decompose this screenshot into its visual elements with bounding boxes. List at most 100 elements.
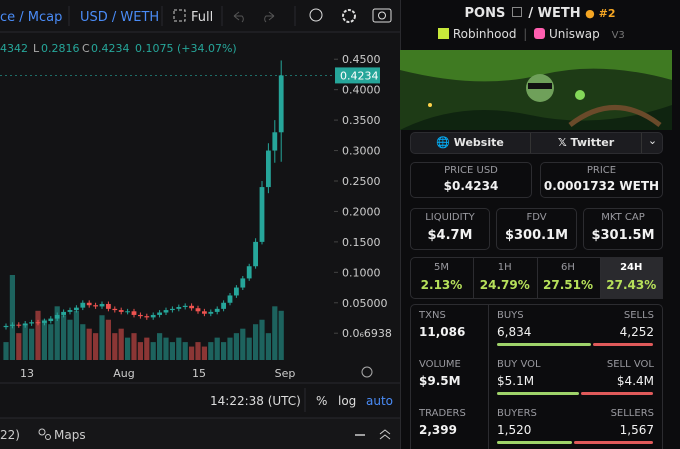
change-tab[interactable]: [473, 257, 536, 299]
volume-bar: [195, 342, 201, 360]
price-card: [540, 162, 663, 198]
sell-bar: [573, 441, 653, 444]
glasses: [528, 83, 552, 89]
candle-body: [157, 312, 162, 315]
copy-icon[interactable]: [511, 7, 522, 17]
chart: ce / Mcap USD / WETH Full 4342 L 0.2816 …: [0, 6, 400, 442]
camera-icon[interactable]: [372, 8, 392, 23]
scale-settings-icon[interactable]: [361, 366, 373, 378]
chain-row: Robinhood | Uniswap V3: [438, 27, 625, 41]
change-value: 27.43%: [606, 278, 657, 292]
divider: |: [523, 27, 528, 41]
metric-value: $301.5M: [591, 228, 655, 243]
dex-name: Uniswap: [548, 27, 600, 41]
metric-card: [410, 208, 490, 250]
price-tag: [335, 67, 380, 84]
y-tick-label: 0.0₆6938: [342, 327, 392, 340]
candle-body: [138, 314, 143, 317]
metric-value: $300.1M: [504, 228, 569, 243]
stat-label: VOLUME: [419, 359, 461, 370]
volume-bar: [67, 319, 73, 360]
chart-panel: [0, 0, 400, 449]
website-button[interactable]: 🌐 Website: [436, 136, 504, 149]
sell-label: SELLERS: [610, 408, 654, 419]
chain-name: Robinhood: [452, 27, 517, 41]
clock: 14:22:38 (UTC): [210, 394, 301, 408]
expand-button[interactable]: [379, 429, 391, 440]
ohlc-open: 4342: [0, 42, 28, 55]
candle-body: [99, 303, 105, 307]
sell-value: $4.4M: [616, 374, 654, 388]
candle-body: [246, 266, 252, 279]
full-icon[interactable]: [173, 9, 186, 22]
redo-icon[interactable]: [264, 11, 275, 23]
change-tab[interactable]: [599, 257, 663, 299]
volume-bar: [73, 310, 79, 360]
metric-toggle[interactable]: ce / Mcap: [0, 10, 62, 25]
candle-body: [54, 314, 60, 319]
volume-bar: [253, 324, 259, 360]
y-tick-label: 0.4000: [342, 84, 381, 97]
metric-card: [583, 208, 663, 250]
twitter-button[interactable]: 𝕏 Twitter: [557, 136, 615, 149]
maps-tab[interactable]: Maps: [54, 428, 86, 442]
y-tick-label: 0.2500: [342, 175, 381, 188]
percent-toggle[interactable]: %: [316, 394, 327, 408]
volume-bar: [272, 306, 278, 360]
maps-icon: [45, 434, 51, 440]
maps-icon: [38, 428, 46, 436]
sell-bar: [593, 343, 653, 346]
buy-value: 6,834: [497, 325, 532, 339]
y-tick-label: 0.2000: [342, 205, 381, 218]
volume-bar: [144, 337, 150, 360]
y-tick-label: 0.05000: [342, 297, 388, 310]
bridge: [568, 105, 662, 127]
candle-body: [214, 308, 220, 312]
change-tab[interactable]: [536, 257, 600, 299]
y-tick-label: 0.1500: [342, 236, 381, 249]
candle-body: [150, 314, 156, 318]
ohlc-close: 0.4234: [91, 42, 130, 55]
volume-bar: [61, 315, 67, 360]
foliage: [400, 50, 672, 82]
volume-bar: [54, 306, 60, 360]
token-symbol: PONS: [464, 6, 506, 21]
volume-bar: [125, 337, 131, 360]
ohlc-key: L: [33, 42, 40, 55]
buy-label: BUYS: [497, 310, 524, 321]
indicator-icon[interactable]: [309, 8, 323, 22]
candle-body: [208, 311, 214, 314]
full-button[interactable]: Full: [191, 10, 213, 25]
candle-body: [234, 287, 239, 296]
candle-body: [253, 241, 258, 267]
pair-toggle[interactable]: USD / WETH: [80, 10, 159, 25]
volume-bar: [214, 337, 220, 360]
rank: #2: [598, 7, 616, 20]
undo-icon[interactable]: [233, 11, 244, 23]
y-tick-label: 0.4500: [342, 53, 381, 66]
metric-value: $4.7M: [427, 228, 473, 243]
change-label: 5M: [434, 262, 449, 273]
tab-label[interactable]: 22): [0, 428, 20, 442]
stats-card: [410, 304, 663, 449]
candle-body: [131, 311, 137, 315]
sell-label: SELLS: [623, 310, 654, 321]
change-label: 24H: [620, 262, 643, 273]
settings-icon[interactable]: [342, 9, 356, 23]
sell-value: 4,252: [619, 325, 654, 339]
auto-toggle[interactable]: auto: [366, 394, 393, 408]
candle-body: [240, 278, 246, 288]
volume-bar: [131, 333, 137, 360]
volume-bar: [208, 342, 214, 360]
candle-body: [67, 310, 73, 312]
change-value: 27.51%: [543, 278, 593, 292]
x-tick-label: Sep: [275, 367, 296, 380]
volume-bar: [29, 328, 35, 360]
token-banner: [400, 50, 672, 130]
candle-body: [29, 322, 34, 324]
dex-version: V3: [611, 30, 625, 41]
volume-bar: [35, 310, 41, 360]
log-toggle[interactable]: log: [338, 394, 356, 408]
more-links[interactable]: ⌄: [647, 134, 658, 147]
